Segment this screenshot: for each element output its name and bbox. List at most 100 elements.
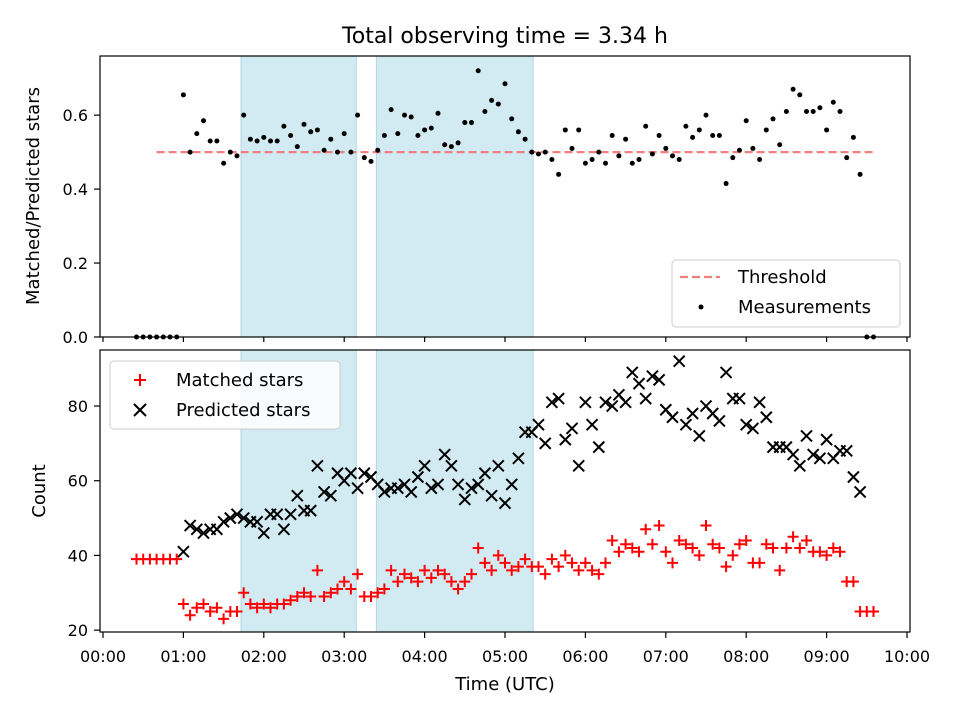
measurement-point	[730, 155, 736, 161]
predicted-star-point	[793, 459, 807, 472]
measurement-point	[361, 155, 367, 161]
matched-star-point	[365, 591, 377, 603]
matched-star-point	[499, 557, 511, 569]
measurement-point	[201, 118, 206, 124]
predicted-star-point	[800, 429, 813, 443]
matched-star-point	[385, 564, 397, 576]
measurement-point	[341, 131, 347, 137]
matched-star-point	[191, 602, 203, 614]
predicted-star-point	[183, 519, 197, 532]
bottom-y-axis: 20 40 60 80	[68, 397, 100, 640]
predicted-star-point	[605, 399, 619, 413]
measurement-point	[321, 147, 327, 153]
matched-star-point	[251, 602, 263, 614]
predicted-star-point	[532, 418, 545, 431]
measurement-point	[837, 108, 843, 114]
predicted-star-point	[652, 373, 666, 387]
predicted-star-point	[853, 485, 867, 499]
matched-star-point	[673, 534, 685, 546]
measurement-point	[221, 160, 227, 166]
matched-star-point	[801, 534, 812, 546]
measurement-point	[830, 99, 836, 105]
predicted-star-point	[471, 478, 485, 491]
bottom-x-axis: 00:00 01:00 02:00 03:00 04:00 05:00 06:00 07:00…	[80, 632, 930, 666]
bottom-x-tick-label: 09:00	[804, 647, 850, 666]
matched-star-point	[821, 549, 833, 561]
predicted-star-point	[217, 515, 230, 529]
measurement-point	[368, 158, 374, 164]
matched-star-point	[600, 557, 611, 569]
measurement-point	[763, 127, 769, 133]
matched-star-point	[452, 583, 464, 595]
top-x-ticks	[102, 337, 908, 342]
matched-star-point	[767, 542, 779, 554]
measurement-point	[649, 151, 655, 157]
measurement-point	[817, 105, 823, 111]
measurement-point	[448, 144, 454, 150]
legend-predicted-label: Predicted stars	[176, 400, 310, 421]
matched-star-point	[378, 583, 390, 595]
matched-star-point	[177, 598, 189, 610]
measurement-point	[710, 132, 716, 138]
measurement-point	[187, 149, 193, 155]
measurement-point	[750, 145, 756, 151]
predicted-star-point	[666, 411, 679, 424]
bottom-y-tick-label: 40	[68, 546, 88, 565]
legend-measurements-swatch	[698, 304, 704, 310]
measurement-point	[241, 112, 247, 118]
measurement-point	[442, 142, 448, 148]
matched-star-point	[774, 564, 786, 576]
measurement-point	[348, 149, 354, 155]
measurement-point	[375, 147, 381, 153]
matched-star-point	[780, 542, 792, 554]
measurement-point	[783, 108, 789, 114]
matched-star-point	[492, 549, 504, 561]
measurement-point	[335, 149, 340, 155]
measurement-point	[850, 134, 856, 140]
measurement-point	[716, 132, 722, 138]
matched-star-point	[399, 568, 410, 580]
predicted-star-point	[679, 418, 693, 431]
matched-star-point	[211, 602, 223, 614]
predicted-star-point	[746, 422, 760, 435]
measurement-point	[274, 138, 280, 144]
measurement-point	[489, 97, 495, 103]
matched-star-point	[466, 568, 477, 580]
bottom-x-tick-label: 01:00	[160, 647, 206, 666]
matched-star-point	[760, 538, 772, 550]
measurement-point	[623, 136, 629, 142]
matched-star-point	[479, 557, 491, 569]
measurement-point	[395, 131, 401, 137]
predicted-star-point	[639, 392, 652, 405]
measurement-point	[683, 123, 689, 129]
measurement-point	[288, 132, 294, 138]
predicted-star-point	[438, 448, 451, 461]
matched-star-point	[311, 564, 323, 576]
predicted-star-point	[632, 377, 646, 390]
measurement-point	[268, 138, 273, 144]
matched-star-point	[198, 598, 209, 610]
matched-star-point	[298, 587, 310, 599]
bottom-x-tick-label: 03:00	[321, 647, 367, 666]
predicted-star-point	[257, 526, 271, 540]
matched-star-point	[231, 605, 243, 617]
matched-star-point	[238, 587, 250, 599]
top-y-tick-label: 0.0	[63, 328, 88, 347]
measurement-point	[676, 157, 682, 163]
bottom-x-tick-label: 10:00	[884, 647, 930, 666]
measurement-point	[314, 127, 320, 133]
measurement-point	[757, 157, 763, 163]
predicted-star-point	[626, 366, 639, 379]
measurement-point	[381, 132, 387, 138]
matched-star-point	[646, 538, 658, 550]
measurement-point	[415, 132, 421, 138]
predicted-star-point	[344, 467, 358, 480]
predicted-star-point	[646, 369, 659, 383]
matched-star-point	[218, 613, 230, 625]
measurement-point	[261, 134, 267, 140]
matched-star-point	[486, 564, 498, 576]
predicted-star-point	[753, 396, 766, 409]
bottom-x-tick-label: 07:00	[643, 647, 689, 666]
matched-star-point	[539, 568, 551, 580]
count-points	[131, 354, 879, 625]
